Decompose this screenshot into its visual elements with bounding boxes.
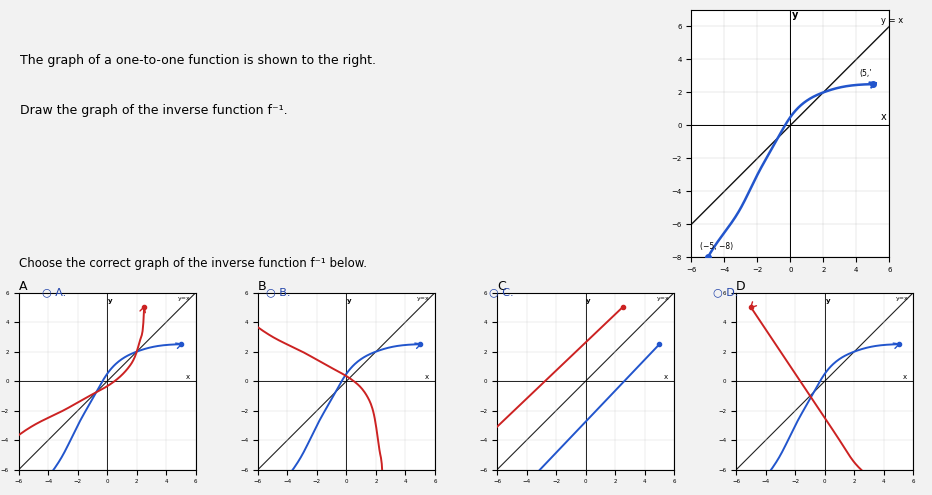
Text: (−5, −8): (−5, −8) — [700, 242, 733, 251]
Text: (5,’: (5,’ — [859, 69, 872, 78]
Text: A: A — [19, 280, 27, 293]
Text: y=x: y=x — [418, 296, 430, 301]
Text: x: x — [881, 112, 887, 122]
Text: ○ D.: ○ D. — [713, 287, 738, 297]
Text: y = x: y = x — [881, 16, 903, 25]
Text: ○ A.: ○ A. — [42, 287, 66, 297]
Text: y: y — [792, 10, 799, 20]
Text: y: y — [826, 298, 830, 304]
Text: x: x — [425, 374, 429, 380]
Text: y: y — [347, 298, 351, 304]
Text: Draw the graph of the inverse function f⁻¹.: Draw the graph of the inverse function f… — [20, 104, 288, 117]
Text: Choose the correct graph of the inverse function f⁻¹ below.: Choose the correct graph of the inverse … — [19, 257, 366, 270]
Text: The graph of a one-to-one function is shown to the right.: The graph of a one-to-one function is sh… — [20, 54, 376, 67]
Text: C: C — [497, 280, 506, 293]
Text: ○ C.: ○ C. — [489, 287, 514, 297]
Text: x: x — [903, 374, 907, 380]
Text: ○ B.: ○ B. — [266, 287, 290, 297]
Text: y: y — [586, 298, 591, 304]
Text: y=x: y=x — [656, 296, 669, 301]
Text: B: B — [258, 280, 267, 293]
Text: D: D — [736, 280, 746, 293]
Text: x: x — [185, 374, 189, 380]
Text: y: y — [108, 298, 113, 304]
Text: y=x: y=x — [896, 296, 909, 301]
Text: x: x — [664, 374, 668, 380]
Text: y=x: y=x — [178, 296, 191, 301]
